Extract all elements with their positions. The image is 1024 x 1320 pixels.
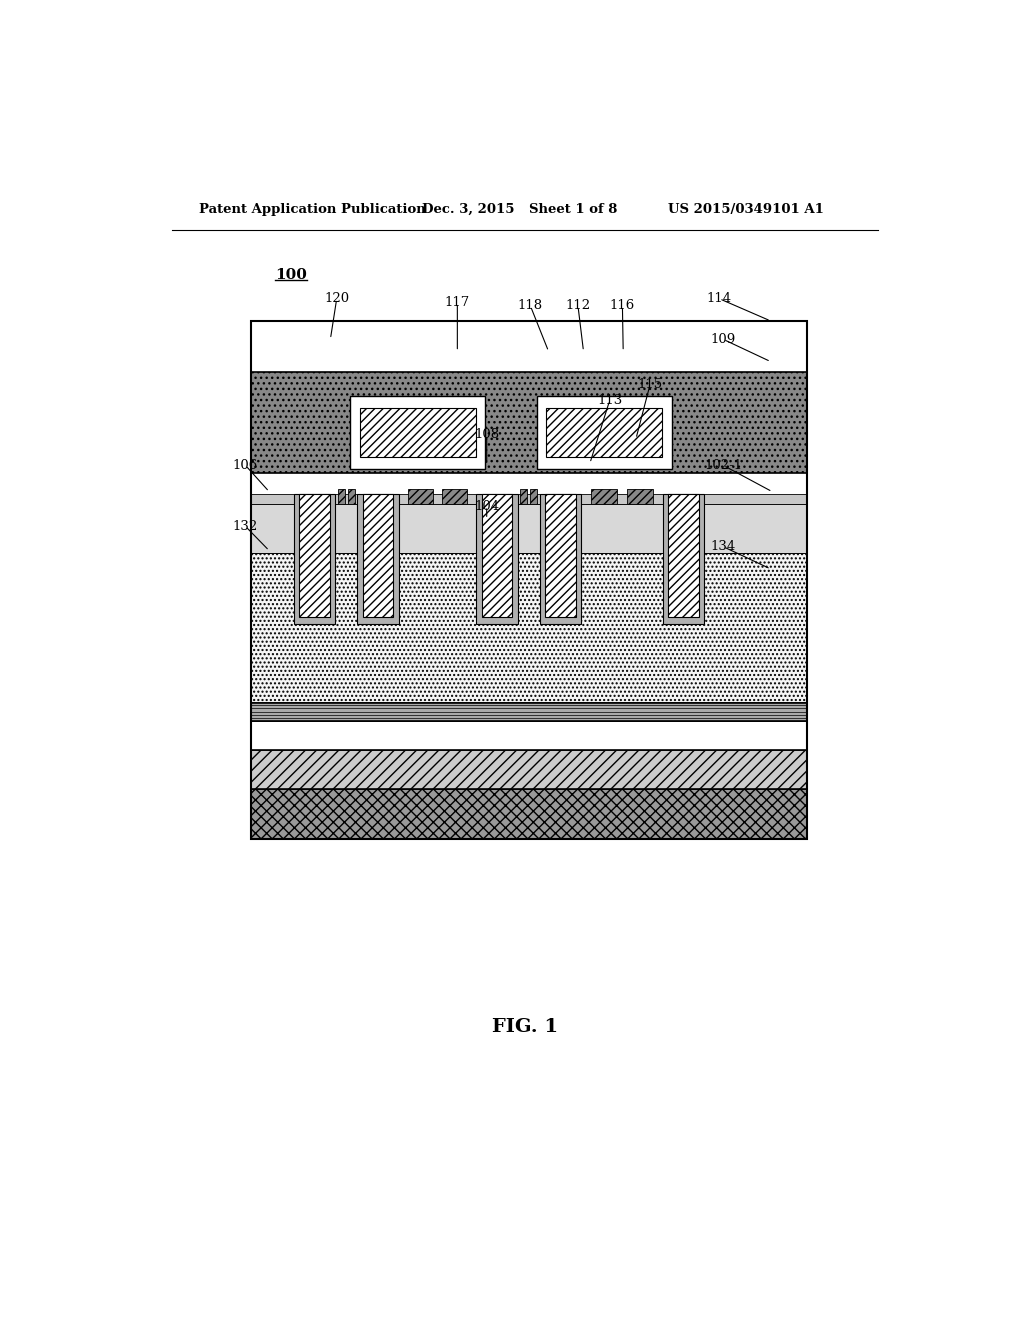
Text: 117: 117 <box>444 296 470 309</box>
Text: 120: 120 <box>325 292 349 305</box>
Bar <box>546 494 575 616</box>
Text: 112: 112 <box>565 300 591 313</box>
Text: 109: 109 <box>711 333 736 346</box>
Bar <box>251 788 807 840</box>
Text: 116: 116 <box>609 300 635 313</box>
Bar <box>398 494 476 504</box>
Bar <box>294 494 335 624</box>
Bar <box>251 372 807 474</box>
Bar <box>251 750 807 788</box>
Bar <box>251 504 807 704</box>
Bar <box>518 494 540 504</box>
Bar <box>347 488 354 504</box>
Bar <box>335 494 357 504</box>
Text: 100: 100 <box>274 268 307 282</box>
Bar <box>251 321 807 840</box>
Text: 134: 134 <box>711 540 736 553</box>
Text: FIG. 1: FIG. 1 <box>492 1019 558 1036</box>
Bar <box>408 488 433 504</box>
Bar <box>537 396 672 470</box>
Bar <box>251 494 294 504</box>
Text: Dec. 3, 2015: Dec. 3, 2015 <box>422 203 514 215</box>
Bar <box>518 504 540 553</box>
Text: 108: 108 <box>474 429 500 441</box>
Bar <box>476 494 518 624</box>
Text: 102-1: 102-1 <box>705 459 742 471</box>
Bar <box>591 488 617 504</box>
Bar <box>627 488 653 504</box>
Bar <box>251 504 294 553</box>
Bar <box>482 494 512 616</box>
Text: 132: 132 <box>232 520 258 533</box>
Bar <box>520 488 527 504</box>
Bar <box>705 494 807 504</box>
Bar <box>442 488 467 504</box>
Bar <box>299 494 330 616</box>
Bar <box>362 494 393 616</box>
Text: US 2015/0349101 A1: US 2015/0349101 A1 <box>668 203 823 215</box>
Bar <box>546 408 663 457</box>
Bar <box>663 494 705 624</box>
Bar <box>350 396 485 470</box>
Bar <box>540 494 582 624</box>
Text: 104: 104 <box>474 499 500 512</box>
Text: Sheet 1 of 8: Sheet 1 of 8 <box>528 203 617 215</box>
Bar <box>338 488 345 504</box>
Bar <box>582 504 663 553</box>
Bar <box>530 488 538 504</box>
Bar <box>669 494 698 616</box>
Text: 114: 114 <box>707 292 732 305</box>
Text: 115: 115 <box>638 378 663 391</box>
Text: 106: 106 <box>232 459 258 471</box>
Bar <box>359 408 475 457</box>
Text: 113: 113 <box>597 393 623 407</box>
Text: Patent Application Publication: Patent Application Publication <box>200 203 426 215</box>
Bar <box>705 504 807 553</box>
Bar <box>251 722 807 750</box>
Text: 118: 118 <box>518 300 543 313</box>
Bar <box>582 494 663 504</box>
Bar <box>398 504 476 553</box>
Bar <box>357 494 398 624</box>
Bar <box>335 504 357 553</box>
Bar <box>251 704 807 722</box>
